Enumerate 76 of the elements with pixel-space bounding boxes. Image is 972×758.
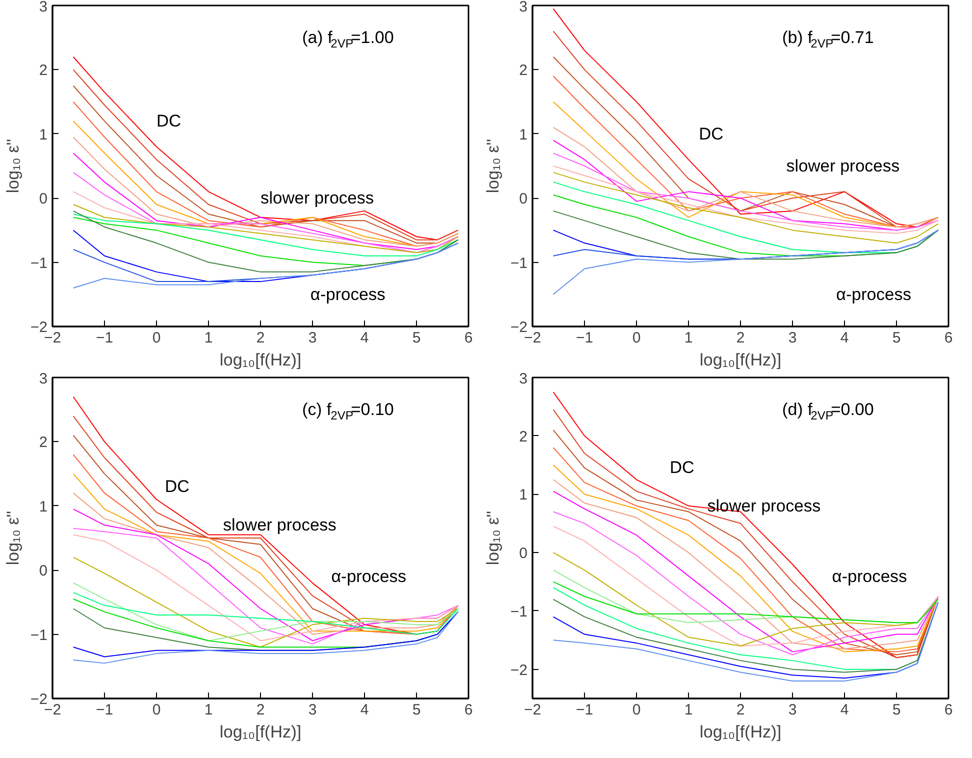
x-tick-label: 5 <box>892 330 901 346</box>
y-tick-label: 1 <box>519 126 528 144</box>
y-tick-label: 3 <box>39 370 48 388</box>
annotation: DC <box>164 477 190 496</box>
x-tick-label: 0 <box>152 330 161 346</box>
x-tick-label: 5 <box>412 330 421 346</box>
annotation: α-process <box>836 284 912 304</box>
y-tick-label: 0 <box>519 545 528 562</box>
x-tick-label: 2 <box>256 702 265 718</box>
x-tick-label: 0 <box>152 702 161 718</box>
y-tick-label: −2 <box>510 319 528 336</box>
y-tick-label: 0 <box>519 190 528 208</box>
x-tick-label: 6 <box>464 330 473 346</box>
x-tick-label: 2 <box>736 330 745 346</box>
x-axis-title: log₁₀[f(Hz)] <box>700 350 782 370</box>
y-tick-label: −2 <box>510 662 528 679</box>
x-axis-title: log₁₀[f(Hz)] <box>220 350 302 370</box>
y-tick-label: −2 <box>30 319 48 336</box>
x-tick-label: 1 <box>684 330 693 346</box>
annotation: slower process <box>260 188 374 208</box>
y-tick-label: 0 <box>39 190 48 208</box>
y-tick-label: −1 <box>510 254 528 272</box>
x-tick-label: 2 <box>256 330 265 346</box>
y-tick-label: 1 <box>39 498 48 516</box>
x-tick-label: 3 <box>788 702 797 718</box>
x-tick-label: −1 <box>96 330 114 346</box>
x-tick-label: 1 <box>204 702 213 718</box>
x-tick-label: 6 <box>464 702 473 718</box>
y-axis-title: log₁₀ ε'' <box>483 510 502 566</box>
y-tick-label: 3 <box>519 370 528 388</box>
y-tick-label: 2 <box>39 434 48 452</box>
x-tick-label: 4 <box>840 330 849 346</box>
x-tick-label: 4 <box>360 702 369 718</box>
x-tick-label: 3 <box>308 330 317 346</box>
y-tick-label: 3 <box>39 0 48 16</box>
x-tick-label: −1 <box>96 702 114 718</box>
x-tick-label: 3 <box>308 702 317 718</box>
annotation: slower process <box>223 516 336 535</box>
y-tick-label: 1 <box>519 486 528 504</box>
y-tick-label: 1 <box>39 126 48 144</box>
y-tick-label: −1 <box>30 254 48 272</box>
x-tick-label: 1 <box>204 330 213 346</box>
x-tick-label: 5 <box>892 702 901 718</box>
y-axis-title: log₁₀ ε'' <box>3 510 22 566</box>
y-tick-label: 2 <box>519 428 528 446</box>
x-tick-label: 4 <box>360 330 369 346</box>
annotation: DC <box>670 458 694 477</box>
x-tick-label: 5 <box>412 702 421 718</box>
x-tick-label: −1 <box>576 330 594 346</box>
x-tick-label: 0 <box>632 330 641 346</box>
annotation: α-process <box>310 284 386 304</box>
x-tick-label: 4 <box>840 702 849 718</box>
annotation: slower process <box>786 156 900 176</box>
y-axis-title: log₁₀ ε'' <box>483 138 502 194</box>
x-tick-label: 6 <box>944 330 953 346</box>
x-tick-label: 2 <box>736 702 745 718</box>
x-tick-label: 6 <box>944 702 953 718</box>
x-tick-label: 0 <box>632 702 641 718</box>
y-tick-label: −1 <box>30 626 48 644</box>
x-axis-title: log₁₀[f(Hz)] <box>700 722 782 742</box>
y-tick-label: 2 <box>519 62 528 80</box>
x-tick-label: 1 <box>684 702 693 718</box>
x-tick-label: 3 <box>788 330 797 346</box>
y-tick-label: 3 <box>519 0 528 16</box>
annotation: DC <box>156 112 182 131</box>
x-axis-title: log₁₀[f(Hz)] <box>220 722 302 742</box>
annotation: α-process <box>832 567 908 586</box>
y-tick-label: 2 <box>39 62 48 80</box>
y-tick-label: −1 <box>510 603 528 620</box>
y-tick-label: −2 <box>30 691 48 708</box>
annotation: α-process <box>331 567 406 586</box>
y-axis-title: log₁₀ ε'' <box>3 138 22 194</box>
y-tick-label: 0 <box>39 562 48 580</box>
annotation: slower process <box>707 496 821 516</box>
annotation: DC <box>698 124 724 144</box>
x-tick-label: −1 <box>576 702 594 718</box>
